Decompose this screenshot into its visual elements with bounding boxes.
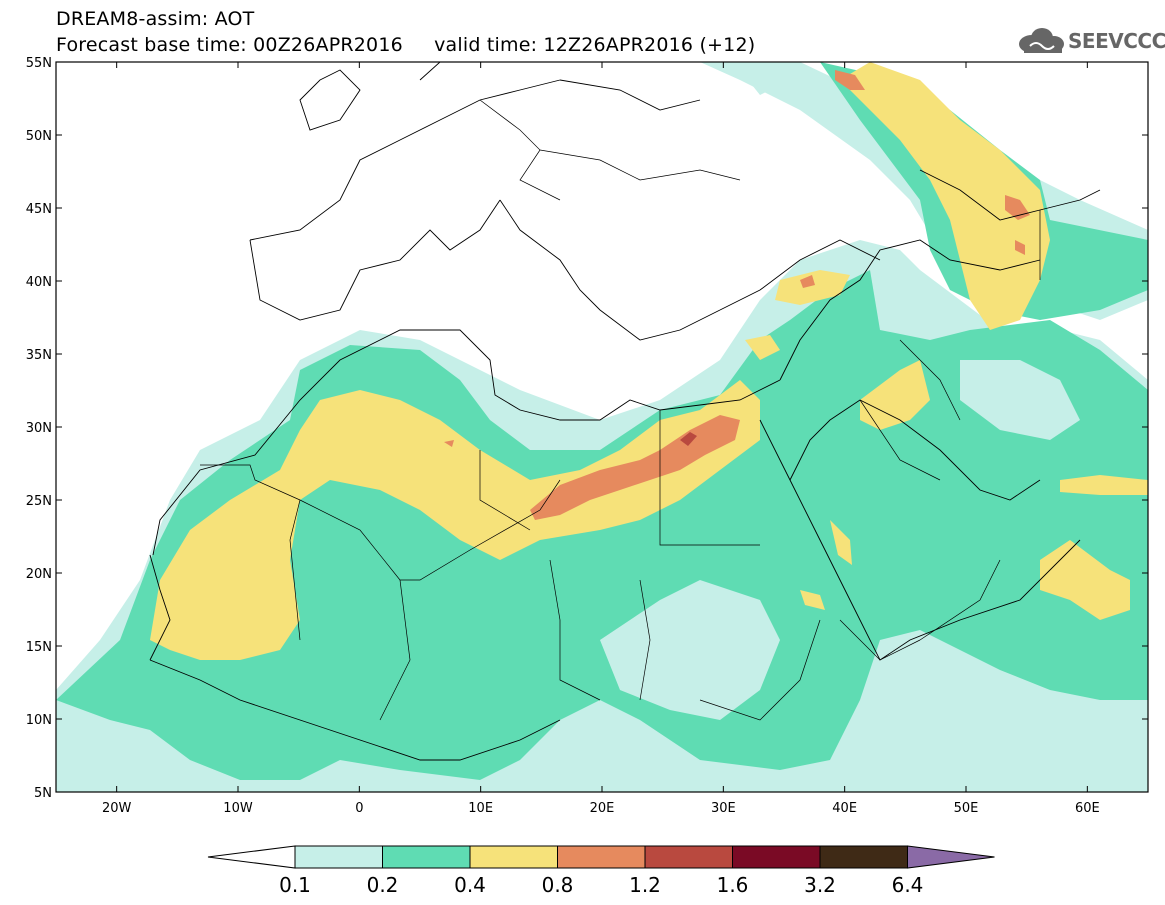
lat-label: 35N xyxy=(26,348,52,363)
aot-field xyxy=(56,62,1148,792)
colorbar-label: 0.2 xyxy=(367,873,399,897)
lon-label: 30E xyxy=(711,801,736,816)
forecast-time-line: Forecast base time: 00Z26APR2016 valid t… xyxy=(56,34,756,56)
colorbar-label: 3.2 xyxy=(804,873,836,897)
colorbar-segment xyxy=(732,845,821,869)
colorbar-segment xyxy=(557,845,646,869)
colorbar-label: 0.4 xyxy=(454,873,486,897)
colorbar-segment xyxy=(819,845,908,869)
latitude-axis: 5N 10N 15N 20N 25N 30N 35N 40N 45N 50N 55N xyxy=(26,56,1148,801)
lat-label: 15N xyxy=(26,640,52,655)
colorbar-segment xyxy=(294,845,383,869)
lat-label: 5N xyxy=(34,786,52,801)
colorbar-label: 0.8 xyxy=(542,873,574,897)
colorbar-segment xyxy=(382,845,471,869)
colorbar-segment xyxy=(644,845,733,869)
colorbar-label: 1.2 xyxy=(629,873,661,897)
lon-label: 20W xyxy=(102,801,132,816)
colorbar-under-arrow xyxy=(207,845,296,869)
colorbar-over-arrow xyxy=(907,845,995,869)
lat-label: 45N xyxy=(26,202,52,217)
lon-label: 50E xyxy=(954,801,979,816)
lat-label: 50N xyxy=(26,129,52,144)
colorbar-label: 1.6 xyxy=(717,873,749,897)
lat-label: 30N xyxy=(26,421,52,436)
longitude-axis: 20W 10W 0 10E 20E 30E 40E 50E 60E xyxy=(102,62,1100,816)
colorbar-label: 0.1 xyxy=(279,873,311,897)
lat-label: 55N xyxy=(26,56,52,71)
colorbar: 0.1 0.2 0.4 0.8 1.2 1.6 3.2 6.4 xyxy=(207,845,995,897)
country-borders xyxy=(200,99,1041,721)
lat-label: 10N xyxy=(26,713,52,728)
lat-label: 20N xyxy=(26,567,52,582)
seevccc-logo xyxy=(1019,28,1064,53)
aot-level-1.2 xyxy=(680,432,697,446)
lat-label: 40N xyxy=(26,275,52,290)
lon-label: 10E xyxy=(468,801,493,816)
colorbar-segment xyxy=(469,845,558,869)
map-title: DREAM8-assim: AOT xyxy=(56,8,255,30)
lon-label: 20E xyxy=(590,801,615,816)
colorbar-label: 6.4 xyxy=(892,873,924,897)
cloud-icon xyxy=(1019,28,1064,53)
lon-label: 60E xyxy=(1075,801,1100,816)
lon-label: 0 xyxy=(355,801,363,816)
lon-label: 10W xyxy=(223,801,253,816)
logo-text: SEEVCCC xyxy=(1068,29,1165,53)
lon-label: 40E xyxy=(832,801,857,816)
coastlines xyxy=(149,62,1101,761)
lat-label: 25N xyxy=(26,494,52,509)
aot-level-0.4 xyxy=(150,62,1148,660)
